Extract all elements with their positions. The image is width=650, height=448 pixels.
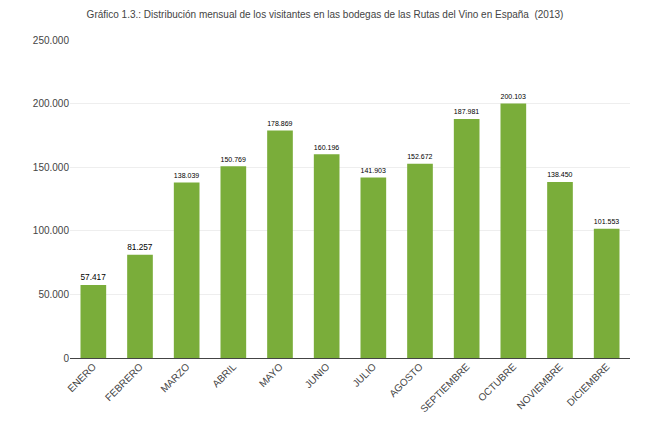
svg-text:ENERO: ENERO [65,361,98,394]
svg-text:160.196: 160.196 [314,144,339,151]
svg-text:FEBRERO: FEBRERO [103,361,145,403]
svg-text:152.672: 152.672 [407,153,432,160]
svg-text:138.039: 138.039 [174,172,199,179]
svg-text:101.553: 101.553 [594,218,619,225]
svg-text:178.869: 178.869 [267,120,292,127]
svg-text:MARZO: MARZO [158,361,191,394]
svg-text:150.769: 150.769 [221,156,246,163]
svg-text:150.000: 150.000 [33,162,70,173]
svg-text:100.000: 100.000 [33,225,70,236]
svg-text:JUNIO: JUNIO [303,361,332,390]
svg-text:141.903: 141.903 [361,167,386,174]
svg-text:DICIEMBRE: DICIEMBRE [565,361,612,408]
svg-text:ABRIL: ABRIL [210,361,239,390]
svg-text:AGOSTO: AGOSTO [387,361,425,399]
svg-text:200.103: 200.103 [501,93,526,100]
svg-text:200.000: 200.000 [33,98,70,109]
svg-text:250.000: 250.000 [33,35,70,46]
svg-text:0: 0 [63,353,69,364]
svg-text:138.450: 138.450 [547,171,572,178]
svg-text:OCTUBRE: OCTUBRE [476,361,519,404]
svg-text:50.000: 50.000 [38,289,69,300]
svg-text:MAYO: MAYO [257,361,285,389]
svg-text:NOVIEMBRE: NOVIEMBRE [515,361,565,411]
svg-text:JULIO: JULIO [350,361,378,389]
svg-text:57.417: 57.417 [81,273,107,282]
svg-text:81.257: 81.257 [127,243,153,252]
svg-text:187.981: 187.981 [454,108,479,115]
svg-text:Gráfico 1.3.: Distribución men: Gráfico 1.3.: Distribución mensual de lo… [87,9,564,20]
svg-text:SEPTIEMBRE: SEPTIEMBRE [418,361,472,415]
